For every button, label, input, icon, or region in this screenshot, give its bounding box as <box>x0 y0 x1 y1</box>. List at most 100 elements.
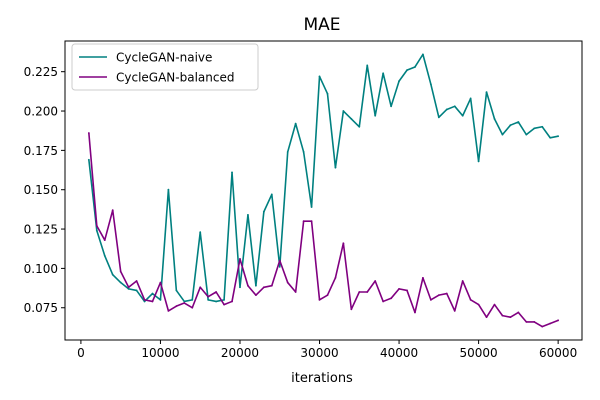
x-axis: 0 10000 20000 30000 40000 50000 60000 <box>77 340 577 360</box>
data-point-cyclegan-balanced <box>390 297 393 300</box>
data-point-cyclegan-naive <box>262 210 265 213</box>
x-tick-label: 0 <box>77 346 85 360</box>
y-tick-label: 0.200 <box>24 105 58 119</box>
data-point-cyclegan-naive <box>509 124 512 127</box>
data-point-cyclegan-naive <box>549 136 552 139</box>
data-point-cyclegan-naive <box>143 300 146 303</box>
data-point-cyclegan-balanced <box>318 298 321 301</box>
data-point-cyclegan-balanced <box>239 258 241 260</box>
data-point-cyclegan-naive <box>366 64 369 67</box>
data-point-cyclegan-balanced <box>334 276 337 279</box>
data-point-cyclegan-balanced <box>310 220 313 223</box>
data-point-cyclegan-balanced <box>525 321 528 323</box>
legend: CycleGAN-naive CycleGAN-balanced <box>71 43 259 91</box>
data-point-cyclegan-balanced <box>493 303 496 306</box>
data-point-cyclegan-balanced <box>286 281 289 284</box>
data-point-cyclegan-balanced <box>406 289 408 292</box>
data-point-cyclegan-naive <box>445 108 448 111</box>
data-point-cyclegan-naive <box>533 127 536 130</box>
data-point-cyclegan-balanced <box>485 316 488 319</box>
series-line-cyclegan-naive <box>88 53 559 303</box>
data-point-cyclegan-naive <box>207 298 210 301</box>
data-point-cyclegan-balanced <box>151 300 154 303</box>
legend-box <box>71 43 259 91</box>
data-point-cyclegan-balanced <box>262 286 265 289</box>
data-point-cyclegan-balanced <box>501 314 504 317</box>
data-point-cyclegan-balanced <box>477 303 480 306</box>
data-point-cyclegan-naive <box>103 254 106 257</box>
data-point-cyclegan-naive <box>390 105 393 108</box>
x-tick-label: 50000 <box>460 346 498 360</box>
data-point-cyclegan-balanced <box>167 309 170 312</box>
data-point-cyclegan-naive <box>318 75 321 78</box>
data-point-cyclegan-balanced <box>557 319 560 322</box>
data-point-cyclegan-naive <box>350 118 353 120</box>
data-point-cyclegan-naive <box>541 125 544 128</box>
y-tick-label: 0.225 <box>24 65 58 79</box>
data-point-cyclegan-naive <box>334 166 337 169</box>
data-point-cyclegan-balanced <box>191 306 194 309</box>
data-point-cyclegan-naive <box>374 114 377 117</box>
legend-label: CycleGAN-naive <box>116 51 212 65</box>
data-point-cyclegan-naive <box>111 273 114 276</box>
data-point-cyclegan-naive <box>270 193 273 196</box>
data-point-cyclegan-balanced <box>254 294 257 297</box>
data-point-cyclegan-naive <box>326 92 329 95</box>
data-point-cyclegan-naive <box>87 158 90 161</box>
data-point-cyclegan-naive <box>199 231 202 234</box>
series-group <box>87 53 560 328</box>
legend-label: CycleGAN-balanced <box>116 71 234 85</box>
data-point-cyclegan-naive <box>191 298 194 301</box>
data-point-cyclegan-naive <box>517 121 520 123</box>
data-point-cyclegan-balanced <box>215 291 218 293</box>
data-point-cyclegan-naive <box>215 300 218 303</box>
data-point-cyclegan-balanced <box>326 294 329 297</box>
data-point-cyclegan-balanced <box>103 239 106 241</box>
x-axis-label: iterations <box>291 371 353 386</box>
data-point-cyclegan-balanced <box>517 311 520 314</box>
data-point-cyclegan-naive <box>358 125 361 128</box>
data-point-cyclegan-balanced <box>159 281 162 284</box>
data-point-cyclegan-balanced <box>358 291 361 293</box>
data-point-cyclegan-balanced <box>270 284 273 287</box>
data-point-cyclegan-naive <box>429 83 432 86</box>
data-point-cyclegan-naive <box>127 287 130 290</box>
data-point-cyclegan-naive <box>278 265 281 268</box>
data-point-cyclegan-balanced <box>414 311 416 314</box>
data-point-cyclegan-naive <box>183 300 186 303</box>
data-point-cyclegan-balanced <box>95 225 98 227</box>
data-point-cyclegan-naive <box>239 286 241 289</box>
data-point-cyclegan-naive <box>453 105 456 108</box>
data-point-cyclegan-balanced <box>469 298 472 301</box>
data-point-cyclegan-balanced <box>199 286 202 289</box>
data-point-cyclegan-balanced <box>231 300 233 303</box>
data-point-cyclegan-naive <box>485 91 488 94</box>
data-point-cyclegan-naive <box>342 110 345 112</box>
x-tick-label: 10000 <box>141 346 179 360</box>
data-point-cyclegan-balanced <box>294 291 297 293</box>
data-point-cyclegan-balanced <box>143 298 146 301</box>
series-line-cyclegan-balanced <box>88 132 559 328</box>
data-point-cyclegan-naive <box>247 213 249 216</box>
plot-frame <box>64 40 583 341</box>
data-point-cyclegan-naive <box>286 151 289 153</box>
data-point-cyclegan-balanced <box>223 303 225 306</box>
data-point-cyclegan-balanced <box>127 286 130 289</box>
data-point-cyclegan-naive <box>422 53 424 56</box>
data-point-cyclegan-balanced <box>175 305 178 308</box>
data-point-cyclegan-balanced <box>342 242 345 245</box>
data-point-cyclegan-naive <box>223 298 225 301</box>
data-point-cyclegan-balanced <box>453 309 456 312</box>
chart-title: MAE <box>303 15 340 35</box>
data-point-cyclegan-balanced <box>549 322 552 325</box>
data-point-cyclegan-balanced <box>183 302 186 304</box>
data-point-cyclegan-naive <box>493 118 496 120</box>
x-tick-label: 40000 <box>380 346 418 360</box>
data-point-cyclegan-balanced <box>350 308 353 311</box>
y-axis: 0.075 0.100 0.125 0.150 0.175 0.200 0.225 <box>24 65 65 315</box>
data-point-cyclegan-naive <box>135 289 138 292</box>
data-point-cyclegan-balanced <box>429 298 432 301</box>
data-point-cyclegan-balanced <box>382 300 385 303</box>
data-point-cyclegan-naive <box>95 229 98 232</box>
data-point-cyclegan-naive <box>461 114 464 117</box>
